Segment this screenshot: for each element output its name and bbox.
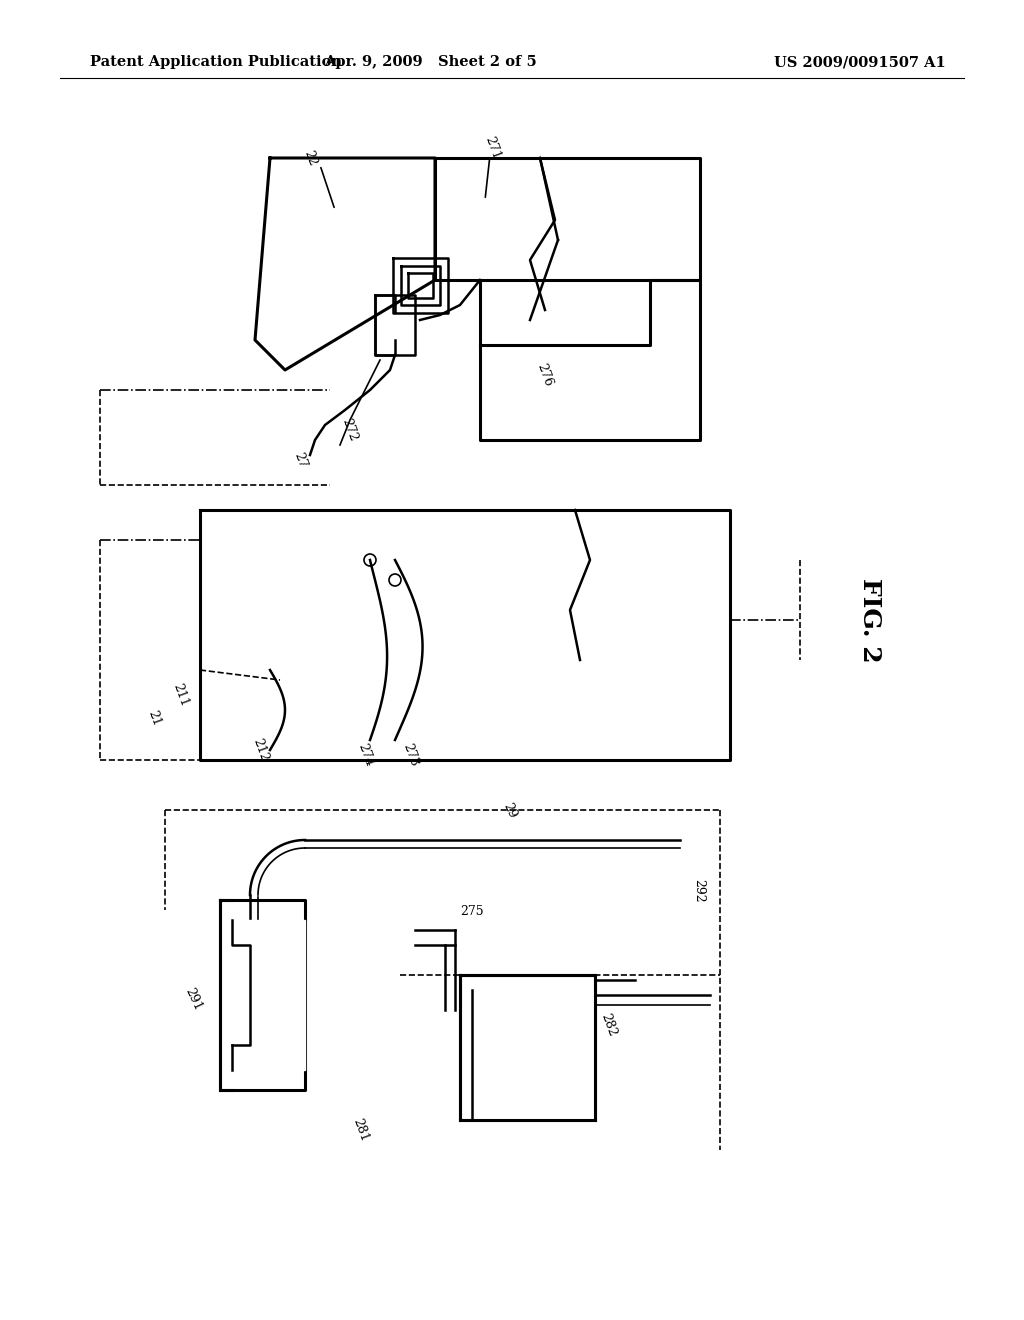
- Text: 211: 211: [170, 681, 190, 708]
- Text: 273: 273: [400, 742, 420, 768]
- Text: 276: 276: [535, 362, 555, 388]
- Text: 29: 29: [500, 801, 518, 821]
- Text: 292: 292: [692, 879, 705, 903]
- Text: 274: 274: [355, 742, 376, 768]
- Polygon shape: [480, 280, 700, 440]
- Text: 282: 282: [598, 1011, 618, 1038]
- Text: 212: 212: [250, 737, 270, 763]
- Polygon shape: [472, 990, 595, 1119]
- Text: FIG. 2: FIG. 2: [858, 578, 882, 663]
- Polygon shape: [435, 158, 700, 280]
- Polygon shape: [200, 510, 730, 760]
- Text: 22: 22: [301, 148, 318, 168]
- Text: US 2009/0091507 A1: US 2009/0091507 A1: [774, 55, 946, 69]
- Text: 291: 291: [182, 986, 204, 1012]
- Text: 281: 281: [350, 1117, 371, 1143]
- Text: 271: 271: [483, 135, 503, 161]
- Text: 27: 27: [291, 450, 309, 470]
- Text: 272: 272: [340, 417, 360, 444]
- Text: Apr. 9, 2009   Sheet 2 of 5: Apr. 9, 2009 Sheet 2 of 5: [324, 55, 537, 69]
- Polygon shape: [255, 158, 435, 370]
- Polygon shape: [232, 920, 305, 1071]
- Text: 275: 275: [460, 906, 483, 917]
- Text: 21: 21: [145, 709, 163, 729]
- Text: Patent Application Publication: Patent Application Publication: [90, 55, 342, 69]
